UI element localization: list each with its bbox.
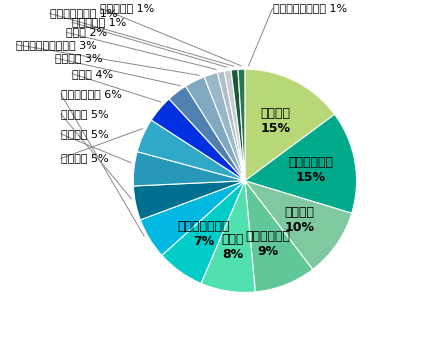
Text: チロシン 5%: チロシン 5%: [61, 153, 108, 164]
Wedge shape: [245, 69, 335, 181]
Wedge shape: [238, 69, 245, 181]
Text: リジン 2%: リジン 2%: [66, 27, 108, 37]
Text: プロリン 5%: プロリン 5%: [61, 109, 108, 119]
Wedge shape: [137, 120, 245, 181]
Wedge shape: [204, 73, 245, 181]
Text: シスチン
15%: シスチン 15%: [260, 107, 290, 135]
Wedge shape: [231, 69, 245, 181]
Wedge shape: [133, 181, 245, 220]
Text: メチオニン 1%: メチオニン 1%: [72, 17, 126, 27]
Wedge shape: [245, 181, 352, 270]
Text: フェニールアラニン 3%: フェニールアラニン 3%: [16, 40, 97, 49]
Wedge shape: [151, 99, 245, 181]
Text: セリン
8%: セリン 8%: [221, 233, 243, 260]
Text: トリプトファン 1%: トリプトファン 1%: [49, 8, 117, 18]
Wedge shape: [162, 181, 245, 283]
Text: バリン 4%: バリン 4%: [72, 69, 113, 79]
Text: ヒドロキシプリン 1%: ヒドロキシプリン 1%: [273, 3, 347, 13]
Wedge shape: [201, 181, 255, 292]
Text: アルギニン酸
9%: アルギニン酸 9%: [245, 230, 290, 258]
Text: アラニン 3%: アラニン 3%: [55, 53, 103, 63]
Wedge shape: [217, 71, 245, 181]
Wedge shape: [133, 152, 245, 186]
Wedge shape: [245, 114, 356, 213]
Text: グルタミン酸
15%: グルタミン酸 15%: [289, 156, 334, 184]
Wedge shape: [140, 181, 245, 255]
Text: ロイシン
10%: ロイシン 10%: [284, 206, 314, 234]
Wedge shape: [224, 70, 245, 181]
Wedge shape: [245, 181, 313, 292]
Wedge shape: [169, 86, 245, 181]
Wedge shape: [186, 77, 245, 181]
Text: ヒスチシン 1%: ヒスチシン 1%: [100, 3, 154, 13]
Text: スレオニン酸 6%: スレオニン酸 6%: [61, 89, 122, 99]
Text: グリシン 5%: グリシン 5%: [61, 129, 108, 139]
Text: アスパラギン酸
7%: アスパラギン酸 7%: [178, 220, 230, 248]
